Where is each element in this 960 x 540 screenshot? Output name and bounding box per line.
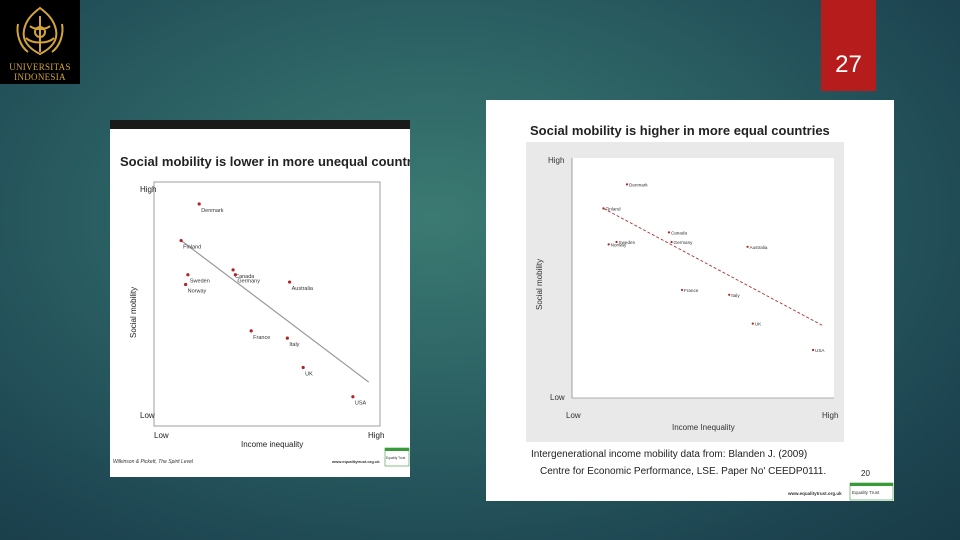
chart-right-plot-inner [572,158,834,398]
chart-left-badge: Equality Trust [386,456,405,460]
page-number: 27 [821,0,876,91]
chart-right-point-canada [667,231,671,234]
chart-right-ytick-low: Low [550,393,565,402]
chart-left-url: www.equalitytrust.org.uk [331,459,380,464]
chart-left-point-italy [285,336,289,340]
chart-left-point-finland [179,238,183,243]
chart-right-panel: Social mobility is higher in more equal … [486,100,894,501]
chart-left-point-label-sweden: Sweden [190,279,210,285]
chart-right-point-australia [746,245,749,248]
chart-left-source: Wilkinson & Pickett, The Spirit Level [113,459,194,465]
chart-left-topbar [110,120,410,129]
chart-left-point-label-australia: Australia [292,286,314,292]
chart-right-title: Social mobility is higher in more equal … [530,123,830,138]
chart-right-point-norway [607,243,610,246]
chart-right-xtick-low: Low [566,411,581,420]
chart-left-point-australia [288,280,292,284]
chart-left-trend-line [180,240,370,383]
chart-right-slide-number: 20 [861,469,870,478]
chart-right-point-label-denmark: Denmark [629,182,648,187]
makara-emblem-icon [16,6,64,56]
university-logo: UNIVERSITAS INDONESIA [0,0,80,84]
chart-left-point-label-uk: UK [305,371,313,377]
chart-left-point-label-france: France [253,335,270,341]
chart-right-point-label-usa: USA [815,348,825,353]
chart-right-point-france [680,288,684,292]
chart-left-point-label-italy: Italy [289,342,299,348]
chart-left-point-canada [231,268,235,272]
chart-right-point-label-australia: Australia [750,245,768,250]
chart-right-badge: Equality Trust [852,490,880,495]
chart-left-ytick-high: High [140,185,156,194]
chart-left: Social mobility is lower in more unequal… [110,120,410,467]
chart-left-ytick-low: Low [140,411,155,420]
chart-right-point-denmark [625,183,629,186]
chart-right-xlabel: Income Inequality [672,423,735,432]
chart-right-point-usa [811,348,815,352]
chart-right-badge-bar [850,483,893,486]
chart-right-point-sweden [615,240,618,244]
chart-left-ylabel: Social mobility [129,287,138,338]
chart-right-point-italy [728,293,731,296]
chart-right-xtick-high: High [822,411,838,420]
chart-left-point-label-germany: Germany [237,279,260,285]
chart-right-trend-line [603,208,824,327]
logo-text-line2: INDONESIA [14,72,66,82]
logo-text-line1: UNIVERSITAS [9,62,71,72]
chart-left-xlabel: Income inequality [241,440,303,449]
chart-left-xtick-low: Low [154,431,169,440]
chart-left-point-france [249,329,253,333]
chart-left-point-denmark [197,202,201,206]
chart-left-point-label-canada: Canada [235,274,255,280]
chart-left-plot-frame [153,181,381,427]
chart-right-point-uk [751,322,754,325]
chart-left-panel: Social mobility is lower in more unequal… [110,120,410,477]
chart-right-point-germany [670,240,673,244]
chart-left-point-label-usa: USA [355,401,367,407]
chart-left-point-sweden [186,273,190,277]
chart-right-point-label-france: France [684,288,699,293]
chart-right: Social mobility is higher in more equal … [526,123,894,501]
chart-left-point-label-norway: Norway [188,288,207,294]
chart-right-ytick-high: High [548,156,564,165]
chart-right-point-label-italy: Italy [731,293,740,298]
chart-right-point-label-finland: Finland [605,206,621,211]
chart-right-ylabel: Social mobility [535,259,544,310]
chart-left-xtick-high: High [368,431,384,440]
chart-right-point-label-norway: Norway [611,242,627,247]
chart-right-source-line2: Centre for Economic Performance, LSE. Pa… [540,466,826,477]
chart-left-point-label-finland: Finland [183,245,201,251]
chart-left-title: Social mobility is lower in more unequal… [120,154,410,169]
chart-right-point-label-uk: UK [755,322,762,327]
chart-left-point-germany [233,273,237,277]
chart-right-point-label-germany: Germany [674,240,694,245]
chart-left-point-usa [351,395,355,399]
chart-right-url: www.equalitytrust.org.uk [787,491,842,496]
chart-right-source-line1: Intergenerational income mobility data f… [531,449,807,460]
chart-right-point-label-sweden: Sweden [619,240,636,245]
chart-right-point-finland [602,207,605,210]
chart-left-point-norway [184,282,188,287]
chart-left-point-label-denmark: Denmark [201,208,224,214]
chart-left-badge-bar [385,448,409,451]
chart-left-point-uk [301,365,305,370]
chart-right-point-label-canada: Canada [671,230,688,235]
